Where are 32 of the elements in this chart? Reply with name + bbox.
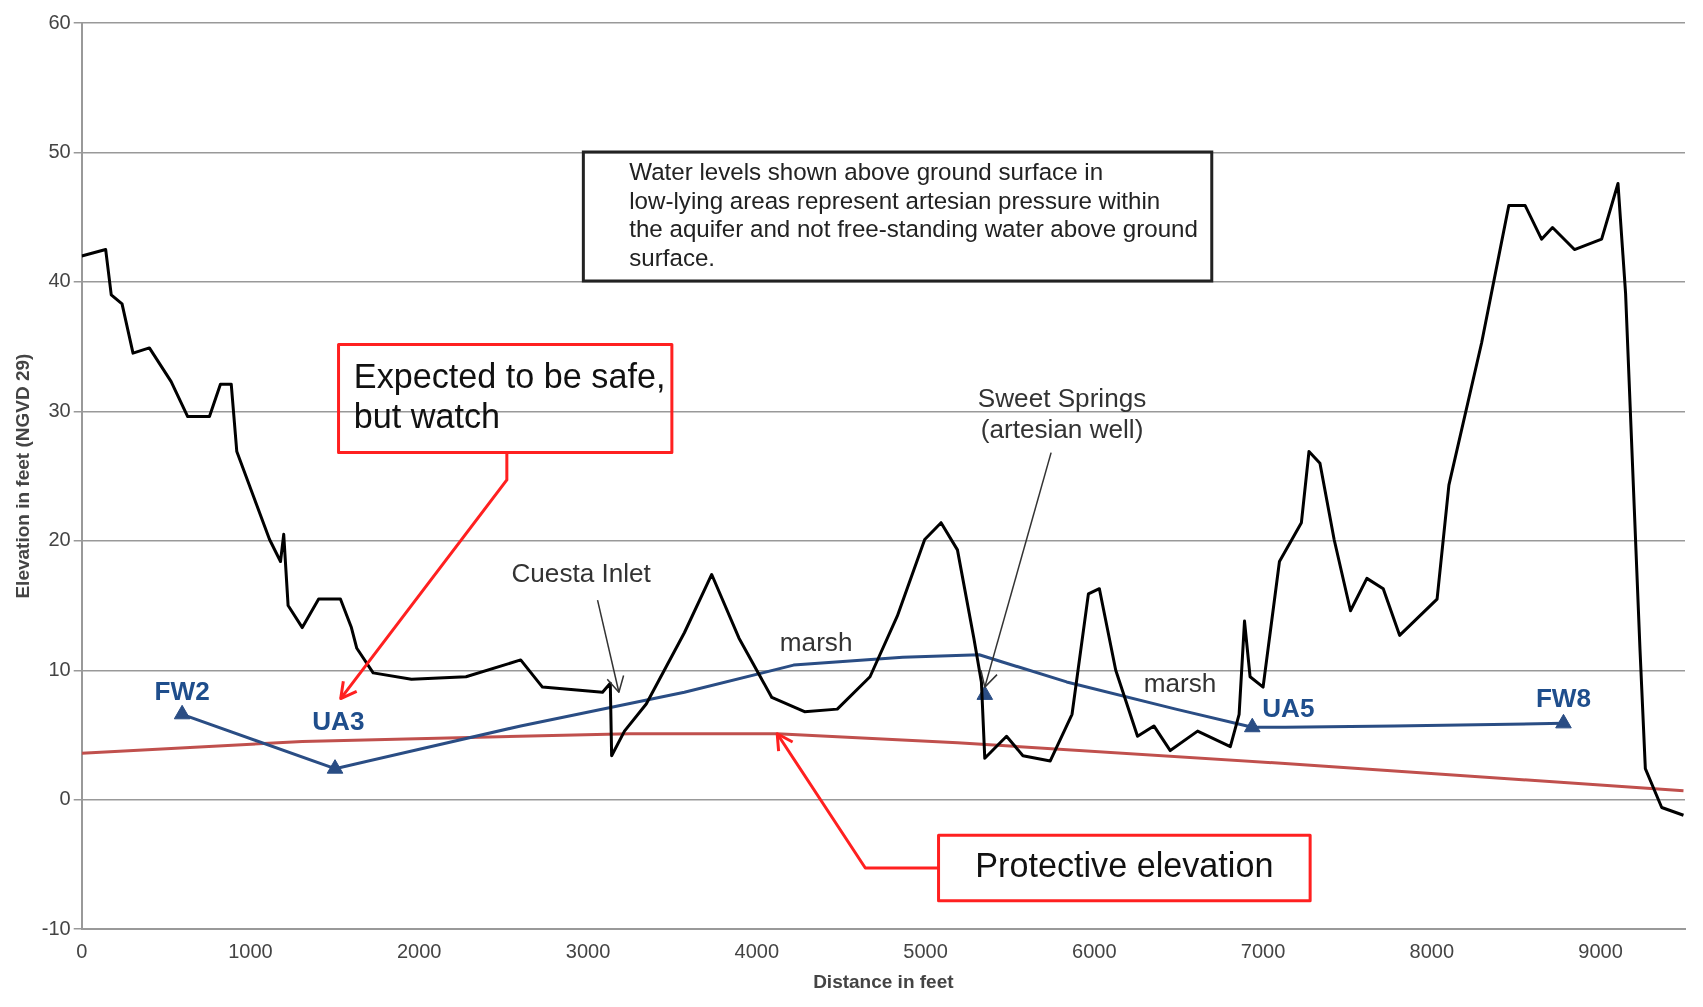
x-tick-label: 6000: [1072, 939, 1117, 962]
x-tick-label: 0: [76, 939, 88, 962]
annotation: Cuesta Inlet: [511, 558, 652, 589]
x-tick-label: 5000: [903, 939, 948, 962]
y-tick-label: 40: [48, 269, 71, 292]
annotation: marsh: [779, 627, 853, 658]
x-tick-label: 8000: [1409, 939, 1455, 962]
point: [1555, 713, 1572, 729]
x-tick-label: 2000: [396, 939, 442, 962]
x-tick-label: 4000: [734, 939, 780, 962]
annotation: FW8: [1535, 682, 1592, 713]
annotation: FW2: [154, 675, 210, 706]
y-tick-label: 50: [48, 139, 71, 162]
annotation: UA3: [312, 705, 365, 736]
x-tick-label: 9000: [1578, 939, 1623, 962]
x-tick-label: 3000: [565, 939, 611, 962]
x-tick-label: 7000: [1240, 939, 1286, 962]
y-axis-title: Elevation in feet (NGVD 29): [11, 353, 33, 599]
annotation: Expected to be safe, but watch: [353, 356, 666, 436]
annotation: Sweet Springs (artesian well): [977, 382, 1147, 445]
x-axis-title: Distance in feet: [813, 970, 955, 992]
annotation: marsh: [1143, 667, 1217, 698]
y-tick-label: 30: [48, 398, 71, 421]
y-tick-label: -10: [41, 916, 71, 939]
annotation: Protective elevation: [975, 846, 1274, 885]
y-tick-label: 10: [48, 657, 71, 680]
annotation: Water levels shown above ground surface in low-lying areas represent artesian pressure within the aquifer and not free-standing water above ground surface.: [629, 158, 1198, 271]
y-tick-label: 20: [48, 528, 71, 551]
y-tick-label: 0: [59, 787, 71, 810]
annotation: UA5: [1262, 692, 1315, 723]
x-tick-label: 1000: [228, 939, 273, 962]
y-tick-label: 60: [48, 10, 71, 33]
